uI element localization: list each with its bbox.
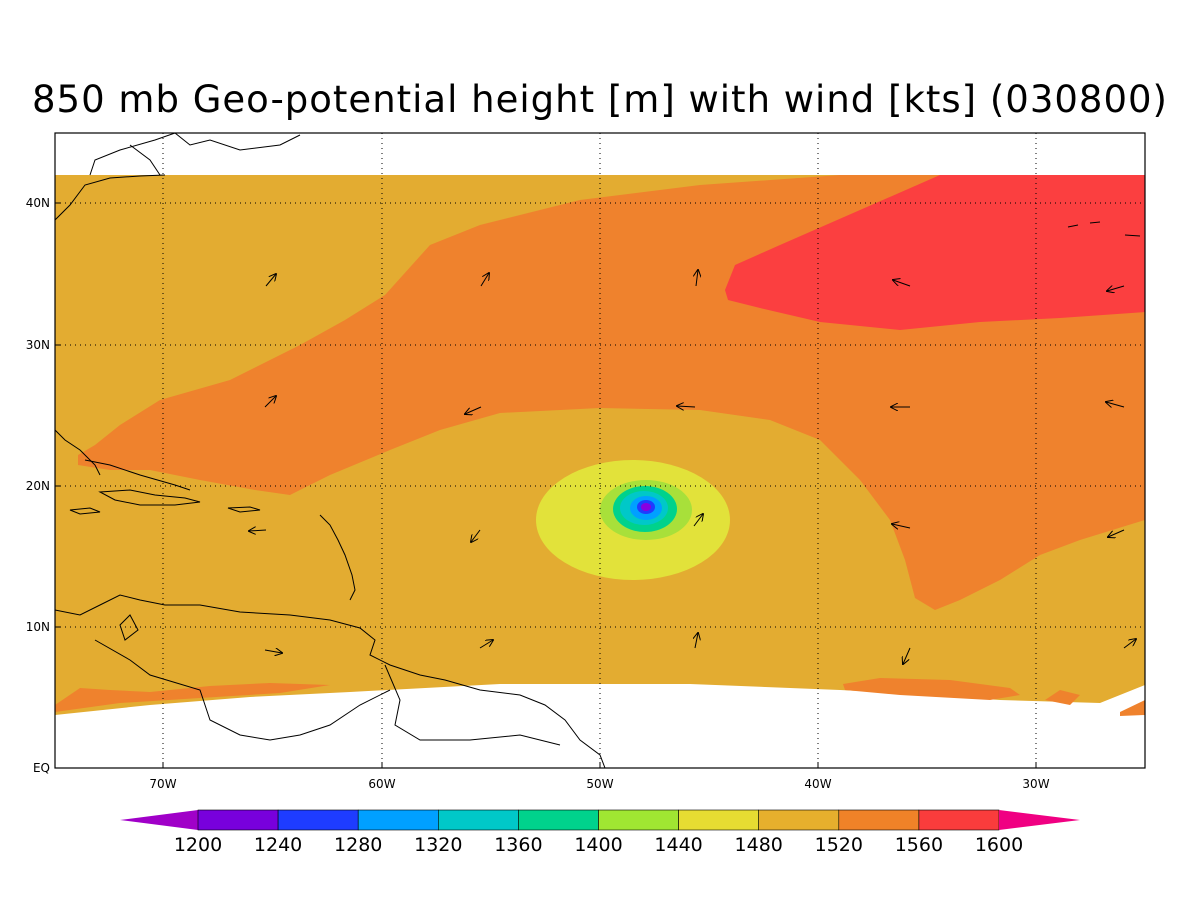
colorbar: 1200 1240 1280 1320 1360 1400 1440 1480 1520 1560… [120, 809, 1080, 856]
colorbar-segment [758, 809, 840, 831]
wind-vector [893, 280, 911, 287]
wind-vectors [249, 270, 1136, 664]
colorbar-label: 1600 [975, 834, 1023, 856]
colorbar-label: 1400 [574, 834, 622, 856]
wind-vector [892, 524, 911, 528]
shaded-field [55, 175, 1145, 716]
lat-tick-label: 30N [26, 338, 50, 352]
colorbar-label: 1360 [494, 834, 542, 856]
wind-vector [903, 647, 911, 664]
region-1240 [641, 503, 651, 511]
colorbar-segment [357, 809, 439, 831]
lon-tick-label: 70W [149, 777, 176, 791]
wind-vector [265, 274, 276, 287]
wind-vector [696, 270, 698, 287]
coastline-florida [55, 429, 101, 476]
lat-tick-label: EQ [33, 761, 50, 775]
coastline-canada [174, 133, 301, 151]
wind-vector [465, 406, 482, 414]
wind-vector [693, 514, 703, 527]
region-1560-south-2 [55, 683, 330, 712]
coastline-lake [119, 614, 139, 641]
colorbar-label: 1560 [895, 834, 943, 856]
colorbar-segment [277, 809, 359, 831]
wind-vector [1106, 402, 1125, 407]
region-1560-south-3 [1045, 690, 1145, 716]
wind-vector [249, 530, 267, 531]
colorbar-segment [678, 809, 759, 831]
colorbar-segment [197, 809, 279, 831]
coastlines [55, 133, 1141, 768]
lat-tick-label: 40N [26, 196, 50, 210]
coastline-jamaica [69, 507, 101, 515]
colorbar-label: 1480 [735, 834, 783, 856]
region-1560-south [843, 678, 1020, 700]
colorbar-label: 1440 [654, 834, 702, 856]
lon-tick-label: 50W [586, 777, 613, 791]
lon-tick-labels: 70W 60W 50W 40W 30W [149, 777, 1049, 791]
lon-tick-label: 30W [1022, 777, 1049, 791]
wind-vector [480, 273, 489, 287]
lon-tick-label: 60W [368, 777, 395, 791]
coastline-cuba [84, 459, 191, 491]
colorbar-arrow-low [120, 810, 198, 830]
grid [55, 133, 1145, 768]
colorbar-segment [437, 809, 519, 831]
colorbar-arrow-high [999, 810, 1080, 830]
coastline-guiana [384, 664, 561, 746]
tick-marks [55, 202, 1037, 768]
coastline-puerto-rico [227, 506, 261, 513]
wind-vector [264, 396, 276, 408]
coastline-south-america [55, 594, 606, 768]
colorbar-label: 1320 [414, 834, 462, 856]
lat-tick-label: 20N [26, 479, 50, 493]
region-1600 [725, 175, 1145, 330]
wind-vector [1107, 286, 1125, 291]
wind-vector [1123, 639, 1136, 649]
lat-tick-labels: 40N 30N 20N 10N EQ [26, 196, 50, 775]
colorbar-segment [598, 809, 679, 831]
coastline-atlantic-islands [1067, 221, 1141, 237]
colorbar-segment [918, 809, 1000, 831]
colorbar-label: 1280 [334, 834, 382, 856]
colorbar-label: 1200 [174, 834, 222, 856]
wind-vector [695, 633, 698, 649]
wind-vector [1108, 529, 1125, 537]
wind-vector [471, 529, 481, 542]
wind-vector [479, 640, 493, 649]
coastline-north-america [55, 133, 176, 221]
colorbar-segment [518, 809, 599, 831]
colorbar-label: 1520 [815, 834, 863, 856]
wind-vector [677, 406, 696, 407]
chart-title: 850 mb Geo-potential height [m] with win… [32, 78, 1168, 121]
colorbar-label: 1240 [254, 834, 302, 856]
coastline-venezuela [94, 639, 391, 741]
coastline-antilles [319, 514, 356, 601]
wind-vector [264, 650, 282, 653]
lon-tick-label: 40W [804, 777, 831, 791]
lat-tick-label: 10N [26, 620, 50, 634]
coastline-hispaniola [98, 489, 201, 506]
colorbar-segment [838, 809, 920, 831]
